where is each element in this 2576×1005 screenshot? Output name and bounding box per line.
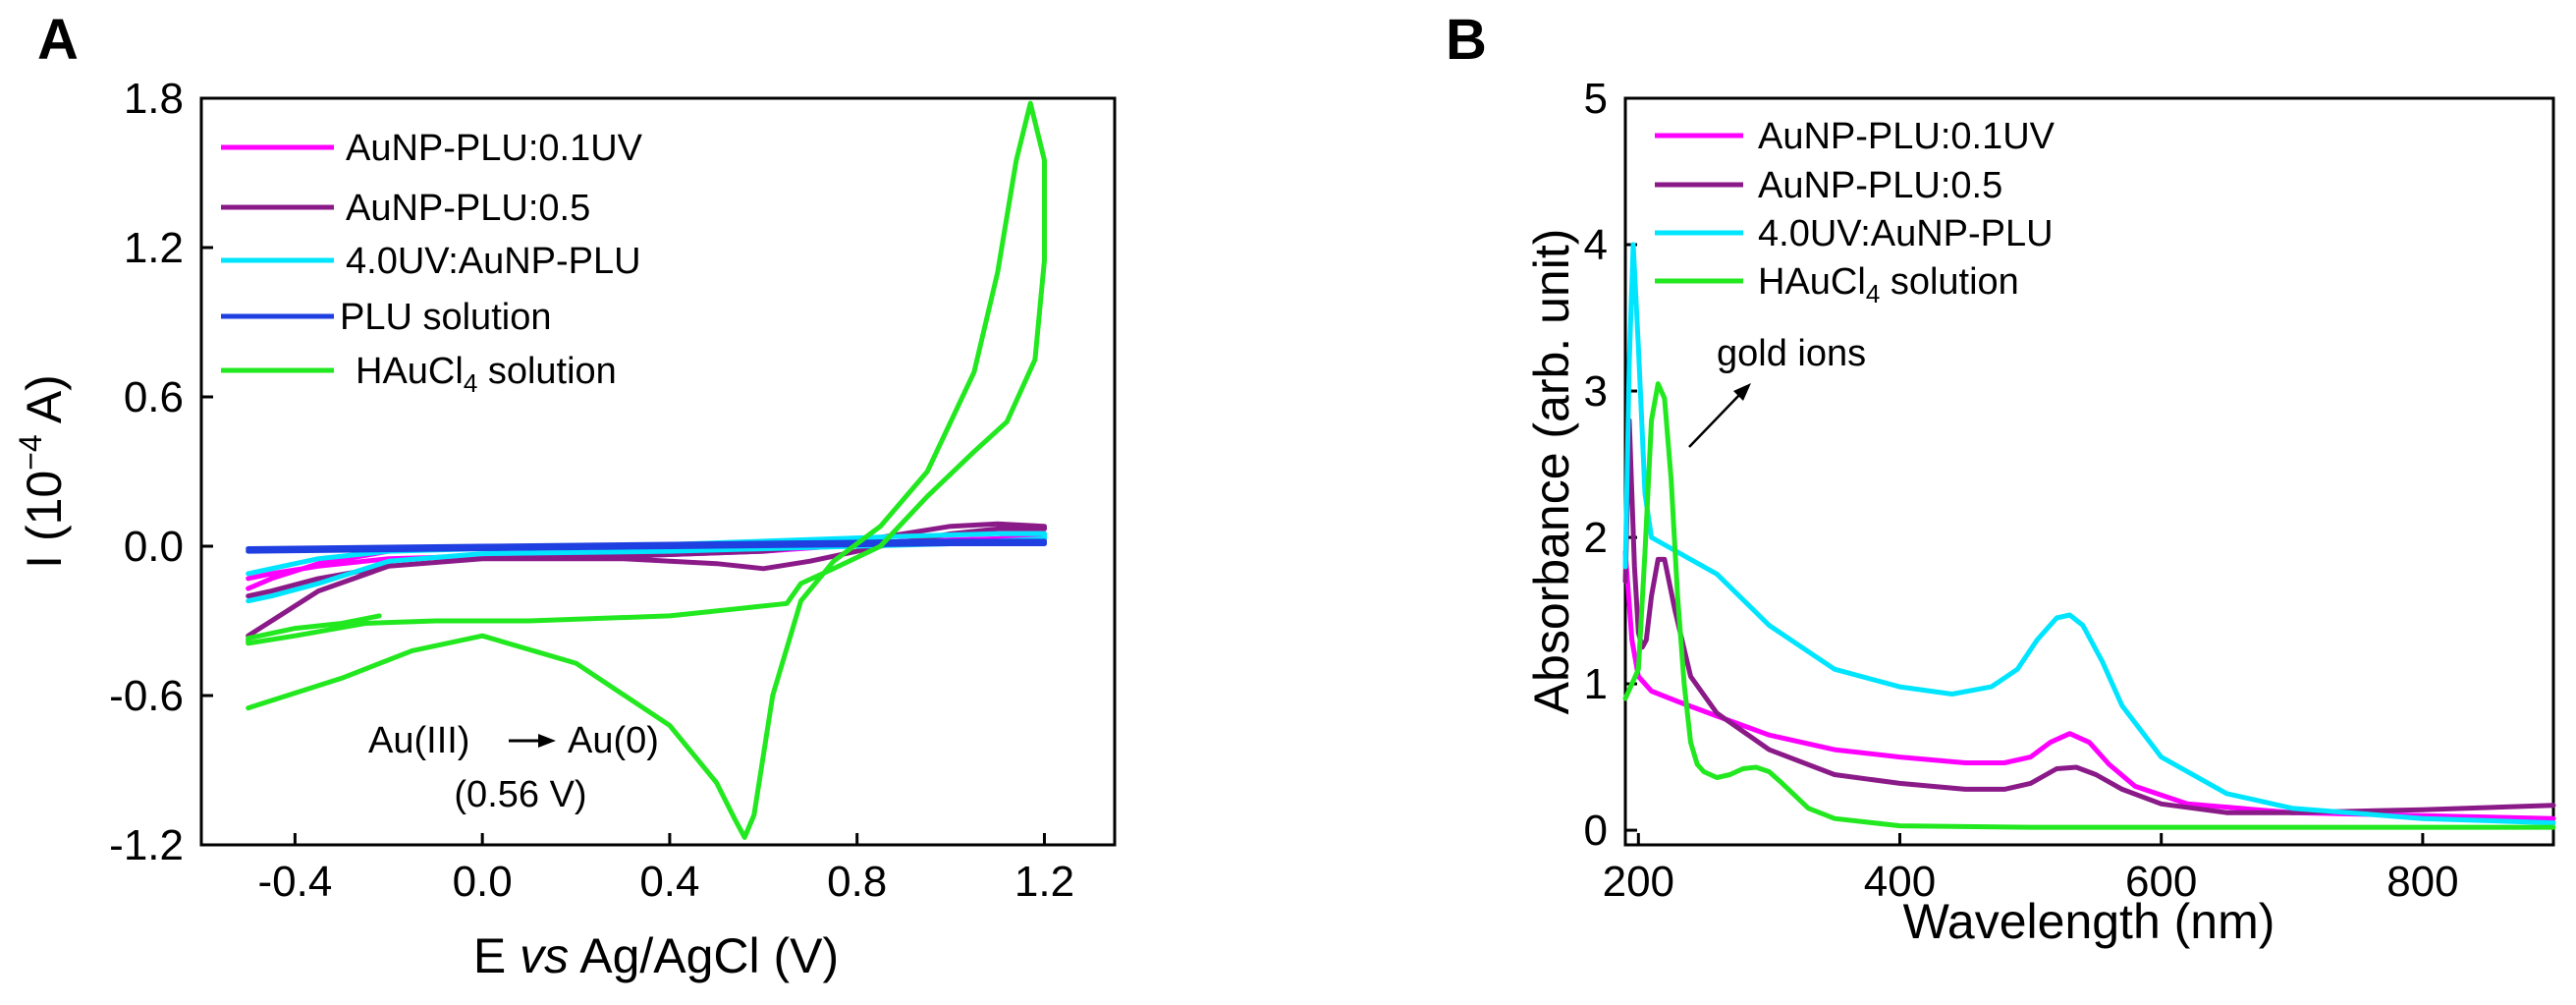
annotation-au-iii: Au(III) [368, 720, 469, 761]
annotation-au-0: Au(0) [568, 720, 659, 761]
panel-a-xlabel-e: E [473, 928, 506, 983]
legend-a-haucl4-sub: 4 [464, 368, 477, 398]
panel-a-legend: AuNP-PLU:0.1UV AuNP-PLU:0.5 4.0UV:AuNP-P… [221, 128, 643, 398]
panel-b-x-axis-title: Wavelength (nm) [1903, 894, 2275, 949]
b-x-tick-label: 600 [2125, 858, 2197, 906]
legend-a-label-01uv: AuNP-PLU:0.1UV [346, 128, 643, 169]
panel-a-ylabel-base: I (10 [17, 471, 72, 569]
a-y-tick-label: 0.0 [124, 523, 184, 571]
panel-a-xlabel-vs: vs [520, 928, 569, 983]
b-x-tick-label: 400 [1864, 858, 1936, 906]
b-y-tick-label: 5 [1584, 75, 1608, 123]
legend-a-label-40uv: 4.0UV:AuNP-PLU [346, 241, 641, 282]
legend-a-label-plu: PLU solution [340, 297, 551, 338]
a-series-haucl4-solution [246, 100, 1047, 840]
panel-b: B 0 1 2 3 4 5 200 400 600 800 Absorbance (arb. u… [1446, 8, 2556, 949]
legend-a-label-05: AuNP-PLU:0.5 [346, 188, 590, 229]
a-y-tick-label: 1.8 [124, 75, 184, 123]
panel-a-plot-frame [199, 96, 1117, 847]
b-y-tick-label: 2 [1584, 514, 1608, 562]
annotation-arrow-head-icon [538, 734, 556, 748]
b-x-tick-label: 800 [2386, 858, 2458, 906]
panel-a-y-axis-title: I (10−4 A) [13, 374, 72, 569]
panel-a-y-ticks: -1.2 -0.6 0.0 0.6 1.2 1.8 [109, 75, 213, 869]
legend-b-label-01uv: AuNP-PLU:0.1UV [1758, 116, 2055, 157]
annotation-potential: (0.56 V) [454, 774, 586, 815]
a-series-plu-solution [246, 538, 1047, 554]
legend-b-label-40uv: 4.0UV:AuNP-PLU [1758, 213, 2054, 254]
legend-b-haucl4-tail: solution [1880, 261, 2019, 303]
b-series-haucl4-solution [1622, 381, 2556, 830]
a-y-tick-label: 0.6 [124, 373, 184, 421]
a-x-tick-label: 0.0 [453, 858, 513, 906]
b-series-4-0uv-aunp-plu [1622, 242, 2556, 826]
b-series-aunp-plu-0-1uv [1622, 549, 2556, 821]
legend-a-haucl4-main: HAuCl [356, 351, 464, 392]
legend-a-label-haucl4: HAuCl4 solution [356, 351, 617, 398]
panel-a-letter: A [37, 8, 79, 72]
panel-a-ylabel-exponent: −4 [13, 434, 48, 470]
a-y-tick-label: -0.6 [109, 672, 184, 720]
panel-a-ylabel-unit: A) [17, 374, 72, 434]
b-x-tick-label: 200 [1603, 858, 1674, 906]
a-x-tick-label: 1.2 [1014, 858, 1074, 906]
annotation-gold-ions-arrow-head-icon [1733, 383, 1751, 401]
panel-b-legend: AuNP-PLU:0.1UV AuNP-PLU:0.5 4.0UV:AuNP-P… [1655, 116, 2055, 308]
panel-b-x-ticks: 200 400 600 800 [1603, 833, 2459, 906]
a-x-tick-label: 0.4 [639, 858, 699, 906]
panel-a: A -1.2-0.60.00.61.21.8 -0.4 0.0 0.4 0.8 1.2 … [13, 8, 1117, 983]
a-y-tick-label: -1.2 [109, 821, 184, 869]
b-y-tick-label: 0 [1584, 807, 1608, 855]
b-y-tick-label: 1 [1584, 660, 1608, 708]
panel-a-series [246, 100, 1047, 840]
panel-b-series [1622, 242, 2556, 830]
legend-b-label-haucl4: HAuCl4 solution [1758, 261, 2019, 308]
panel-b-y-axis-title: Absorbance (arb. unit) [1524, 229, 1579, 715]
panel-b-annotation: gold ions [1688, 333, 1866, 448]
panel-b-y-ticks: 0 1 2 3 4 5 [1584, 75, 1637, 855]
panel-a-x-axis-title: E vs Ag/AgCl (V) [473, 928, 839, 983]
annotation-gold-ions-arrow-line [1688, 392, 1742, 448]
b-y-tick-label: 4 [1584, 221, 1608, 269]
legend-b-label-05: AuNP-PLU:0.5 [1758, 165, 2002, 206]
b-series-aunp-plu-0-5 [1622, 418, 2556, 815]
a-y-tick-label: 1.2 [124, 224, 184, 272]
annotation-gold-ions: gold ions [1717, 333, 1866, 374]
panel-a-annotation: Au(III) Au(0) (0.56 V) [368, 720, 659, 815]
legend-b-haucl4-main: HAuCl [1758, 261, 1866, 303]
b-y-tick-label: 3 [1584, 367, 1608, 416]
a-x-tick-label: 0.8 [827, 858, 887, 906]
panel-b-letter: B [1446, 8, 1487, 72]
panel-a-xlabel-rest: Ag/AgCl (V) [579, 928, 839, 983]
legend-b-haucl4-sub: 4 [1866, 279, 1880, 308]
a-x-tick-label: -0.4 [257, 858, 332, 906]
panel-a-x-ticks: -0.4 0.0 0.4 0.8 1.2 [257, 833, 1074, 906]
a-series-aunp-plu-0-5 [246, 521, 1047, 639]
legend-a-haucl4-tail: solution [477, 351, 617, 392]
